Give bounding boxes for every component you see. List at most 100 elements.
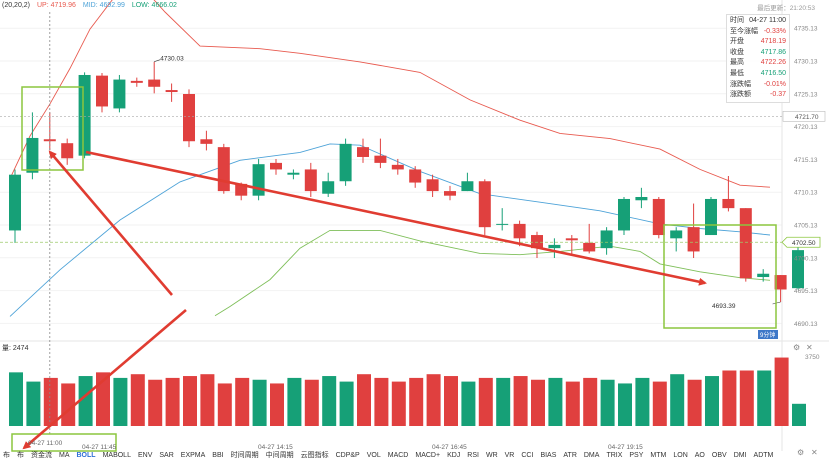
indicator-tab[interactable]: MABOLL — [102, 452, 131, 459]
indicator-tab[interactable]: WR — [485, 452, 498, 459]
price-axis: 4735.13 4730.13 4725.13 4720.13 4715.13 4710.… — [28, 26, 820, 451]
candle — [444, 185, 456, 201]
volume-bar — [635, 377, 650, 426]
volume-bar — [148, 379, 163, 426]
candle-body — [357, 147, 369, 157]
candle-body — [322, 181, 335, 194]
candle-body — [670, 230, 683, 239]
candle-body — [757, 273, 770, 278]
indicator-tab[interactable]: ENV — [137, 452, 153, 459]
candle-body — [339, 143, 352, 182]
indicator-tab[interactable]: CCI — [521, 452, 534, 459]
indicator-tab[interactable]: 时间周期 — [230, 452, 259, 459]
indicator-tab[interactable]: 布 — [3, 452, 10, 459]
volume-axis-tick: 3750 — [805, 354, 820, 361]
candle-body — [774, 275, 787, 290]
candle-body — [217, 147, 230, 192]
candle-body — [304, 169, 317, 192]
info-row-label: 时间 — [730, 17, 744, 24]
indicator-tab[interactable]: VOL — [366, 452, 381, 459]
candle — [739, 208, 752, 282]
settings-icon[interactable]: ⚙ — [793, 343, 801, 352]
ohlc-info-panel: 时间 04-27 11:00 至今涨幅 -0.33% 开盘 4718.19 收盘 4717.8… — [726, 14, 790, 103]
indicator-tab[interactable]: DMA — [583, 452, 600, 459]
indicator-tab[interactable]: KDJ — [447, 452, 461, 459]
indicator-tab[interactable]: VR — [504, 452, 515, 459]
indicator-tab[interactable]: BBI — [212, 452, 224, 459]
indicator-tab[interactable]: 布 — [17, 452, 24, 459]
indicator-tab[interactable]: AO — [694, 452, 705, 459]
indicator-tab[interactable]: EXPMA — [180, 452, 206, 459]
interval-tag-label: 9分钟 — [760, 331, 775, 339]
indicator-tab[interactable]: 中间周期 — [265, 452, 294, 459]
info-row: 涨跌幅 -0.01% — [730, 80, 786, 91]
volume-bar — [618, 383, 632, 426]
candle-body — [600, 230, 613, 249]
volume-bar — [600, 379, 615, 426]
volume-label: 量: 2474 — [2, 345, 29, 352]
indicator-tab[interactable]: OBV — [711, 452, 727, 459]
volume-bar — [235, 377, 250, 426]
indicator-tab[interactable]: MACD+ — [415, 452, 441, 459]
volume-bar — [78, 376, 93, 426]
indicator-tab[interactable]: BIAS — [540, 452, 557, 459]
candle — [61, 138, 74, 165]
candle-body — [705, 198, 717, 236]
candle-body — [792, 250, 804, 289]
candle-body — [496, 223, 509, 225]
settings-icon-bottom[interactable]: ⚙ — [797, 448, 805, 457]
volume-bar — [43, 377, 58, 426]
price-tick-label: 4705.13 — [794, 223, 818, 230]
indicator-tab[interactable]: 云图指标 — [300, 452, 329, 459]
close-icon-bottom[interactable]: ✕ — [811, 448, 818, 457]
info-row-label: 涨跌额 — [730, 91, 751, 99]
indicator-tab[interactable]: BOLL — [76, 452, 96, 459]
indicator-tab[interactable]: RSI — [467, 452, 479, 459]
candle — [565, 235, 578, 255]
indicator-tab[interactable]: PSY — [629, 452, 644, 459]
candle-body — [287, 172, 300, 175]
candle-body — [739, 208, 752, 279]
candle — [357, 138, 369, 163]
volume-bar — [652, 381, 667, 426]
candle — [200, 130, 213, 151]
info-row-value: 04-27 11:00 — [749, 17, 786, 24]
volume-bar — [165, 377, 180, 426]
candle-body — [635, 196, 648, 201]
close-icon[interactable]: ✕ — [806, 343, 813, 352]
candle — [618, 196, 630, 236]
candle — [304, 162, 317, 197]
candle-body — [531, 235, 543, 249]
highlight-box-start — [21, 86, 84, 171]
indicator-tab[interactable]: CDP&P — [335, 452, 360, 459]
info-row: 时间 04-27 11:00 — [730, 16, 786, 27]
indicator-tab[interactable]: MACD — [387, 452, 409, 459]
info-row-value: 4716.50 — [760, 69, 786, 77]
candle — [722, 176, 735, 212]
info-row-value: -0.37 — [770, 91, 786, 99]
candle — [513, 220, 526, 247]
time-axis-label: 04-27 11:45 — [82, 444, 117, 451]
last-price-tag — [781, 236, 821, 248]
candle-body — [130, 80, 143, 83]
volume-bar — [670, 374, 685, 426]
candle-body — [478, 181, 491, 228]
annotation-overlay: 4721.70 4702.50 4730.03 4693.39 9分钟 — [0, 12, 826, 452]
candle — [548, 238, 561, 258]
indicator-tab[interactable]: ADTM — [753, 452, 774, 459]
indicator-tab[interactable]: MA — [59, 452, 70, 459]
indicator-tab[interactable]: MTM — [650, 452, 667, 459]
candle-body — [513, 223, 526, 239]
interval-tag — [758, 330, 778, 339]
indicator-tab[interactable]: LON — [673, 452, 688, 459]
indicator-tab[interactable]: SAR — [159, 452, 174, 459]
volume-bar — [565, 381, 580, 426]
indicator-tab[interactable]: DMI — [733, 452, 747, 459]
indicator-tab[interactable]: ATR — [563, 452, 577, 459]
volume-bar — [270, 383, 284, 426]
indicator-tab[interactable]: 资金流 — [31, 452, 52, 459]
indicator-tab[interactable]: TRIX — [606, 452, 623, 459]
volume-bar — [705, 376, 719, 426]
candle-body — [409, 169, 422, 183]
candle — [635, 187, 648, 209]
